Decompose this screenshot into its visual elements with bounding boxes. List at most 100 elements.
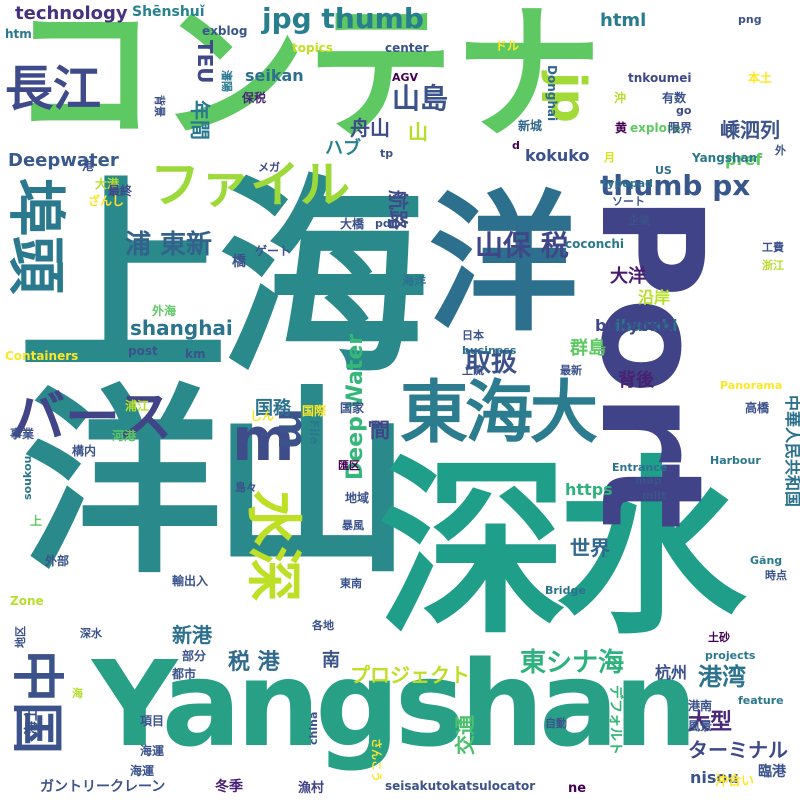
- word: Yangshan: [92, 635, 698, 773]
- word: 東南: [340, 577, 362, 590]
- word: 橋: [232, 254, 246, 270]
- word: bukyoku: [595, 316, 672, 335]
- word: 暴風: [342, 519, 364, 532]
- word: 輸出入: [172, 574, 209, 588]
- word: 部分: [182, 649, 207, 663]
- word: coconchi: [565, 237, 625, 251]
- word: 杭州: [655, 663, 688, 682]
- word: jpg thumb: [262, 2, 424, 35]
- word: https: [565, 480, 613, 499]
- word: 舟山: [350, 116, 390, 140]
- word: Deepwater: [8, 150, 119, 171]
- word: 日本: [462, 329, 484, 342]
- word: 海運: [140, 744, 165, 758]
- word: 高橋: [745, 401, 770, 415]
- word: ターミナル: [688, 738, 788, 762]
- word: ibaraki: [615, 316, 678, 335]
- word: 背後: [618, 370, 654, 391]
- word: 月: [604, 151, 615, 164]
- word: Entrance: [612, 461, 668, 474]
- word: さんこう: [370, 738, 383, 782]
- word: ハブ: [325, 138, 361, 159]
- word: 上流: [462, 364, 484, 377]
- word: 浦 東新: [125, 230, 213, 260]
- word: 海上: [24, 707, 40, 735]
- word: 各地: [312, 619, 334, 632]
- word: Panorama: [720, 379, 783, 392]
- word: 限界: [668, 121, 693, 135]
- word: 群島: [570, 338, 606, 359]
- word: ドル: [495, 39, 520, 53]
- word: File: [307, 420, 321, 445]
- word: 外部: [45, 554, 70, 568]
- word: 山島: [392, 82, 449, 115]
- word: 世界: [570, 536, 610, 560]
- word: バース: [10, 385, 173, 449]
- word: 新港: [172, 623, 212, 647]
- word: 河港: [112, 429, 137, 443]
- word: 年間: [188, 100, 212, 140]
- word: 沿岸: [638, 288, 671, 307]
- word: 国家: [340, 401, 365, 415]
- word: 保税: [242, 91, 267, 105]
- word: center: [385, 41, 429, 55]
- word: ソート: [612, 195, 645, 208]
- word: 時点: [765, 569, 787, 582]
- word: 港南: [688, 699, 713, 713]
- word: ガントリークレーン: [40, 779, 166, 795]
- word: projects: [705, 649, 756, 662]
- word: html: [600, 10, 647, 31]
- word: AGV: [392, 71, 419, 84]
- word: thumb px: [600, 169, 751, 202]
- word: Shēnshuǐ: [132, 4, 205, 20]
- word: 山: [408, 120, 428, 144]
- word: 嵊泗列: [720, 118, 780, 142]
- word: tp: [380, 147, 394, 160]
- word: 長江: [5, 61, 102, 117]
- word: 地域: [345, 491, 370, 505]
- word: d: [512, 139, 520, 152]
- word: しん: [250, 409, 275, 423]
- word: 外: [775, 144, 786, 157]
- word: htm: [5, 27, 32, 41]
- word: Containers: [5, 349, 79, 363]
- word: Zone: [10, 594, 44, 608]
- word: 臨港: [758, 764, 786, 780]
- word: 島々: [235, 481, 257, 494]
- word: seikan: [245, 66, 304, 85]
- word: 山保 税: [475, 229, 569, 262]
- word: デフォルト: [607, 685, 623, 755]
- word: 上海: [18, 157, 428, 402]
- word: 中華人民共和国: [783, 395, 800, 508]
- word: 中国: [6, 650, 66, 755]
- word: 浦江: [125, 399, 150, 413]
- word: 最終: [108, 184, 133, 198]
- word: tnkoumei: [628, 71, 692, 85]
- word: 沖合い: [715, 774, 755, 789]
- word: 有数: [662, 91, 687, 105]
- word: 企業: [628, 214, 650, 227]
- word: Donghai: [545, 65, 559, 122]
- word: 南: [322, 650, 340, 671]
- word: ファイル: [150, 156, 350, 214]
- word: プロジェクト: [350, 663, 470, 687]
- word: 自動: [545, 717, 567, 730]
- word: mlit: [642, 489, 667, 502]
- word: 冬季: [215, 779, 243, 795]
- word: 事業: [10, 427, 35, 441]
- word: 海洋: [402, 274, 427, 288]
- word: Bridge: [545, 584, 586, 597]
- word: 洋: [428, 178, 579, 352]
- word: コンテナ: [10, 0, 602, 160]
- word: 大橋: [340, 217, 365, 231]
- word: 深水: [378, 439, 746, 660]
- word: go: [676, 104, 692, 117]
- word: 都市: [172, 667, 197, 681]
- word: 漁村: [298, 781, 325, 796]
- word: 土砂: [708, 631, 730, 644]
- word: US: [655, 164, 672, 177]
- word: ne: [568, 781, 587, 796]
- word: Harbour: [710, 454, 761, 467]
- word: 海: [72, 687, 83, 700]
- word: 深水: [80, 627, 102, 640]
